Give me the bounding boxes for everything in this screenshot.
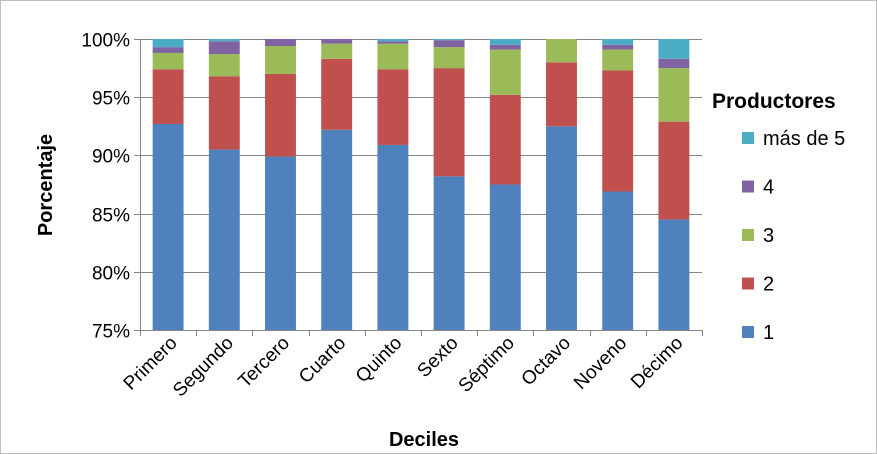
bar-segment [265, 39, 296, 46]
bar-segment [658, 68, 690, 122]
legend-title: Productores [712, 90, 836, 113]
bar-segment [377, 43, 409, 70]
x-axis-title: Deciles [389, 429, 459, 451]
bar-segment [265, 45, 296, 74]
bar-segment [208, 39, 240, 42]
bar-segment [602, 191, 634, 330]
y-tick-label: 85% [92, 206, 130, 227]
bar-segment [321, 58, 353, 130]
y-tick-label: 90% [92, 147, 130, 168]
bar-segment [152, 123, 184, 330]
bar-segment [321, 43, 353, 59]
bar-segment [377, 69, 409, 145]
y-tick-label: 75% [92, 322, 130, 343]
bar-segment [152, 39, 184, 48]
bar-segment [377, 39, 409, 42]
bar-segment [658, 39, 690, 59]
bar-segment [546, 126, 577, 330]
bar-segment [433, 39, 465, 41]
y-tick-label: 100% [81, 31, 130, 52]
bar-segment [658, 58, 690, 69]
bar-segment [658, 121, 690, 220]
bar-segment [208, 41, 240, 55]
bar-segment [265, 73, 296, 157]
bar-segment [489, 44, 521, 50]
bar-segment [208, 54, 240, 77]
legend-label: 2 [763, 274, 774, 296]
bar-segment [208, 76, 240, 150]
bar-segment [321, 39, 353, 44]
bar-segment [489, 94, 521, 185]
bar-segment [377, 144, 409, 330]
bar-segment [602, 44, 634, 50]
bar-segment [602, 49, 634, 71]
y-tick-label: 80% [92, 264, 130, 285]
legend-label: 4 [763, 177, 774, 199]
bar-segment [602, 39, 634, 45]
y-axis-title: Porcentaje [35, 134, 57, 236]
bar-segment [265, 156, 296, 330]
bar-segment [489, 49, 521, 95]
bars [152, 39, 690, 330]
bar-segment [152, 52, 184, 70]
legend-label: 1 [763, 322, 774, 344]
y-tick-label: 95% [92, 89, 130, 110]
bar-segment [377, 41, 409, 44]
bar-segment [433, 40, 465, 48]
bar-segment [489, 184, 521, 330]
bar-segment [546, 62, 577, 127]
legend-label: más de 5 [763, 128, 845, 150]
legend-swatch [742, 132, 754, 144]
legend-swatch [742, 229, 754, 241]
legend-swatch [742, 326, 754, 338]
legend-swatch [742, 277, 754, 290]
y-axis: 75% 80% 85% 90% 95% 100% [81, 31, 141, 343]
bar-segment [658, 219, 690, 330]
bar-segment [602, 70, 634, 192]
legend: Productores más de 5 4 3 2 1 [712, 90, 845, 344]
legend-swatch [742, 180, 754, 193]
bar-segment [433, 176, 465, 330]
bar-segment [489, 39, 521, 45]
bar-segment [546, 39, 577, 63]
bar-segment [152, 69, 184, 124]
bar-segment [433, 47, 465, 69]
legend-label: 3 [763, 225, 774, 247]
bar-segment [433, 68, 465, 177]
bar-segment [152, 47, 184, 53]
bar-segment [321, 129, 353, 330]
bar-segment [208, 149, 240, 330]
